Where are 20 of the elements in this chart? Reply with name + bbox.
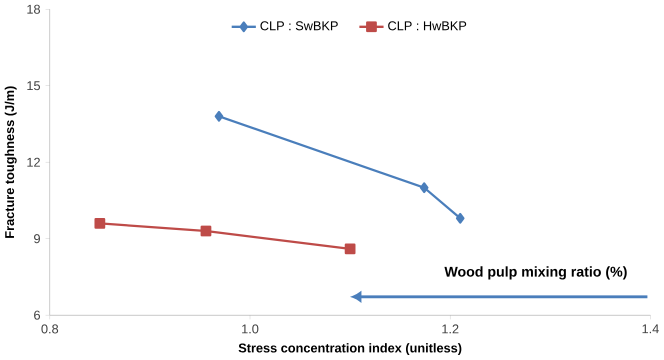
y-axis-title: Fracture toughness (J/m) [4, 86, 17, 238]
point [214, 111, 224, 122]
legend-label: CLP : SwBKP [260, 21, 338, 30]
legend-label: CLP : HwBKP [388, 21, 466, 30]
point [456, 213, 465, 224]
point [94, 218, 106, 229]
point [344, 244, 356, 254]
y-tick-label: 6 [34, 310, 40, 320]
annotation: Wood pulp mixing ratio (%) [444, 266, 627, 280]
y-tick-label: 9 [34, 234, 40, 244]
x-tick-label: 1.4 [642, 324, 659, 334]
y-tick-label: 18 [27, 4, 40, 14]
point [420, 182, 429, 194]
y-tick-label: 15 [27, 81, 40, 90]
point [200, 226, 212, 237]
x-tick-label: 0.8 [41, 324, 58, 334]
x-tick-label: 1.2 [442, 324, 458, 334]
y-tick-label: 12 [27, 158, 40, 167]
x-axis-title: Stress concentration index (unitless) [238, 343, 462, 356]
x-tick-label: 1.0 [242, 324, 258, 334]
